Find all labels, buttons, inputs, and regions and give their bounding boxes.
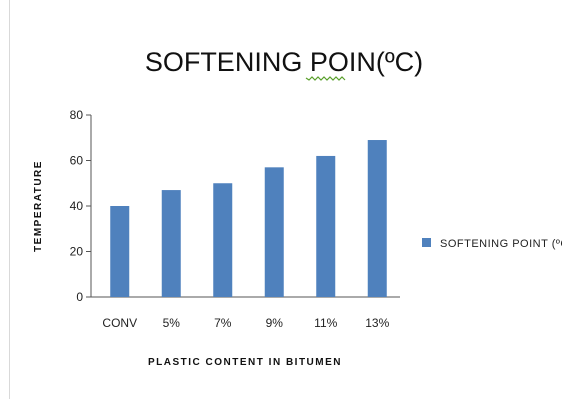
legend: SOFTENING POINT (ºC) xyxy=(422,238,562,250)
y-tick-label: 80 xyxy=(70,108,84,122)
legend-label: SOFTENING POINT (ºC) xyxy=(440,238,562,250)
y-tick-label: 40 xyxy=(70,199,84,213)
x-tick-label: 11% xyxy=(314,316,337,330)
x-tick-label: 13% xyxy=(365,316,389,330)
bar-5pct xyxy=(161,190,181,297)
bar-11pct xyxy=(316,155,336,297)
bar-group xyxy=(110,140,387,297)
left-border-line xyxy=(9,0,10,399)
bar-conv xyxy=(110,206,130,297)
y-tick-group: 0 20 40 60 80 xyxy=(70,108,91,304)
x-tick-label: 9% xyxy=(266,316,284,330)
x-axis-label: PLASTIC CONTENT IN BITUMEN xyxy=(148,357,342,368)
x-tick-label: 5% xyxy=(163,316,181,330)
x-tick-label: 7% xyxy=(214,316,232,330)
bar-13pct xyxy=(367,140,387,297)
y-tick-label: 20 xyxy=(70,245,84,259)
y-axis-label: TEMPERATURE xyxy=(33,160,44,252)
bar-9pct xyxy=(264,167,284,297)
spellcheck-underline xyxy=(305,76,346,81)
y-tick-label: 60 xyxy=(70,154,84,168)
chart-title: SOFTENING POIN(ºC) xyxy=(145,47,423,77)
x-tick-group: CONV 5% 7% 9% 11% 13% xyxy=(102,316,389,330)
x-tick-label: CONV xyxy=(102,316,137,330)
bar-7pct xyxy=(213,183,233,297)
y-tick-label: 0 xyxy=(76,290,83,304)
legend-swatch xyxy=(422,238,431,247)
